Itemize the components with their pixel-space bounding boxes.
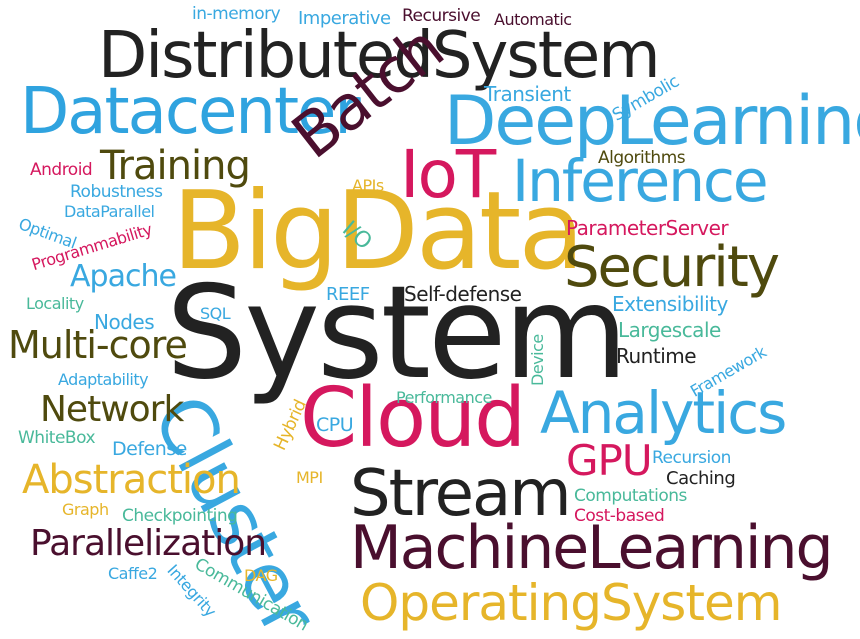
word-algorithms: Algorithms [598, 148, 686, 168]
word-reef: REEF [326, 284, 370, 305]
word-inference: Inference [512, 147, 769, 215]
word-network: Network [40, 389, 184, 430]
word-mpi: MPI [296, 468, 323, 487]
word-cost-based: Cost-based [574, 506, 665, 526]
word-whitebox: WhiteBox [18, 428, 96, 448]
word-stream: Stream [350, 457, 572, 531]
word-locality: Locality [26, 294, 84, 313]
word-iot: IoT [400, 136, 496, 213]
word-sql: SQL [200, 304, 231, 323]
word-training: Training [100, 143, 251, 189]
word-bigdata: BigData [172, 169, 585, 294]
word-runtime: Runtime [616, 344, 697, 368]
word-dag: DAG [244, 566, 278, 585]
word-system: System [166, 259, 628, 408]
word-machinelearning: MachineLearning [350, 513, 834, 583]
word-distributedsystem: DistributedSystem [98, 19, 661, 93]
word-apis: APIs [352, 176, 384, 195]
word-recursion: Recursion [652, 448, 731, 468]
word-security: Security [564, 235, 780, 300]
word-multicore: Multi-core [8, 323, 188, 367]
word-transient: Transient [484, 82, 571, 106]
word-caching: Caching [666, 468, 736, 489]
word-extensibility: Extensibility [612, 292, 728, 316]
word-cloud: Cloud [300, 371, 526, 466]
word-robustness: Robustness [70, 182, 163, 202]
word-analytics: Analytics [540, 379, 787, 447]
word-recursive: Recursive [402, 6, 481, 26]
word-parallelization: Parallelization [30, 523, 267, 564]
word-in-memory: in-memory [192, 4, 281, 24]
word-android: Android [30, 160, 93, 180]
word-gpu: GPU [566, 436, 653, 485]
word-caffe2: Caffe2 [108, 564, 158, 583]
word-dataparallel: DataParallel [64, 202, 155, 221]
word-imperative: Imperative [298, 8, 391, 29]
word-cpu: CPU [316, 414, 354, 436]
word-self-defense: Self-defense [404, 282, 522, 306]
word-largescale: Largescale [618, 318, 721, 342]
word-automatic: Automatic [494, 10, 572, 29]
word-graph: Graph [62, 500, 109, 519]
word-adaptability: Adaptability [58, 370, 149, 389]
word-abstraction: Abstraction [22, 457, 241, 503]
word-computations: Computations [574, 486, 687, 506]
word-operatingsystem: OperatingSystem [360, 574, 782, 632]
word-nodes: Nodes [94, 310, 155, 334]
word-deeplearning: DeepLearning [444, 82, 860, 161]
word-checkpointing: Checkpointing [122, 506, 238, 526]
word-defense: Defense [112, 438, 187, 460]
word-apache: Apache [70, 259, 177, 294]
word-device: Device [528, 334, 547, 386]
word-datacenter: Datacenter [20, 75, 361, 149]
word-parameterserver: ParameterServer [566, 216, 729, 240]
word-performance: Performance [396, 388, 492, 407]
